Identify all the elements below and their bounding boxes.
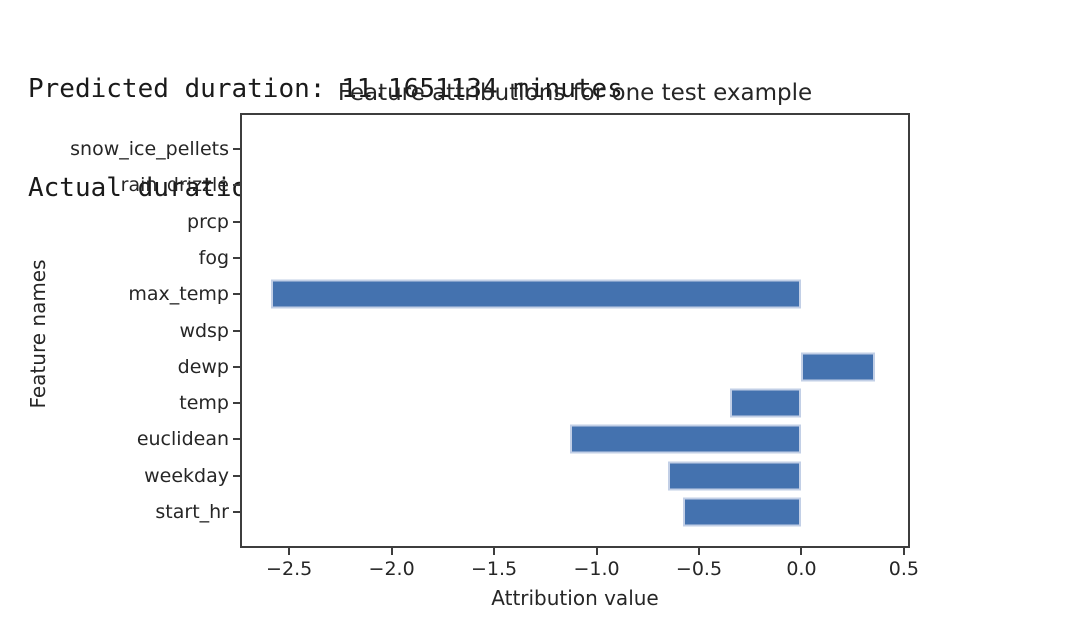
y-axis-label: Feature names xyxy=(26,259,50,409)
bar-temp xyxy=(729,388,802,418)
ytick-mark-weekday xyxy=(233,474,240,477)
ytick-mark-dewp xyxy=(233,365,240,368)
xtick-label-−2.0: −2.0 xyxy=(368,558,415,580)
bar-dewp xyxy=(801,352,876,382)
bar-start_hr xyxy=(682,497,802,527)
bar-euclidean xyxy=(569,424,802,454)
ytick-label-wdsp: wdsp xyxy=(179,319,229,342)
ytick-label-snow_ice_pellets: snow_ice_pellets xyxy=(70,138,229,161)
xtick-mark-−1.5 xyxy=(493,548,496,555)
ytick-label-start_hr: start_hr xyxy=(155,500,229,523)
ytick-label-rain_drizzle: rain_drizzle xyxy=(120,174,229,197)
ytick-label-dewp: dewp xyxy=(177,355,229,378)
x-axis-label: Attribution value xyxy=(491,586,659,610)
ytick-mark-wdsp xyxy=(233,329,240,332)
xtick-label-−1.5: −1.5 xyxy=(470,558,518,580)
xtick-mark-0.5 xyxy=(902,548,905,555)
xtick-label-0.0: 0.0 xyxy=(786,558,817,580)
xtick-mark-−2.5 xyxy=(288,548,291,555)
xtick-label-−1.0: −1.0 xyxy=(573,558,620,580)
ytick-mark-fog xyxy=(233,256,240,259)
ytick-label-prcp: prcp xyxy=(187,210,229,233)
xtick-label-0.5: 0.5 xyxy=(888,558,919,580)
xtick-mark-−0.5 xyxy=(697,548,700,555)
xtick-mark-−1.0 xyxy=(595,548,598,555)
xtick-label-−2.5: −2.5 xyxy=(266,558,313,580)
ytick-mark-temp xyxy=(233,402,240,405)
ytick-label-max_temp: max_temp xyxy=(128,283,229,306)
ytick-mark-rain_drizzle xyxy=(233,184,240,187)
xtick-label-−0.5: −0.5 xyxy=(675,558,723,580)
xtick-mark-0.0 xyxy=(800,548,803,555)
ytick-label-temp: temp xyxy=(179,392,229,415)
bar-weekday xyxy=(668,461,802,491)
ytick-mark-euclidean xyxy=(233,438,240,441)
ytick-mark-snow_ice_pellets xyxy=(233,148,240,151)
predicted-duration-text: Predicted duration: 11.1651134 minutes xyxy=(28,74,623,104)
ytick-label-euclidean: euclidean xyxy=(136,428,229,451)
ytick-mark-start_hr xyxy=(233,510,240,513)
chart-title: Feature attributions for one test exampl… xyxy=(337,80,813,106)
ytick-mark-prcp xyxy=(233,220,240,223)
bar-max_temp xyxy=(270,279,802,309)
ytick-label-weekday: weekday xyxy=(144,464,229,487)
ytick-label-fog: fog xyxy=(198,246,229,269)
ytick-mark-max_temp xyxy=(233,293,240,296)
xtick-mark-−2.0 xyxy=(390,548,393,555)
